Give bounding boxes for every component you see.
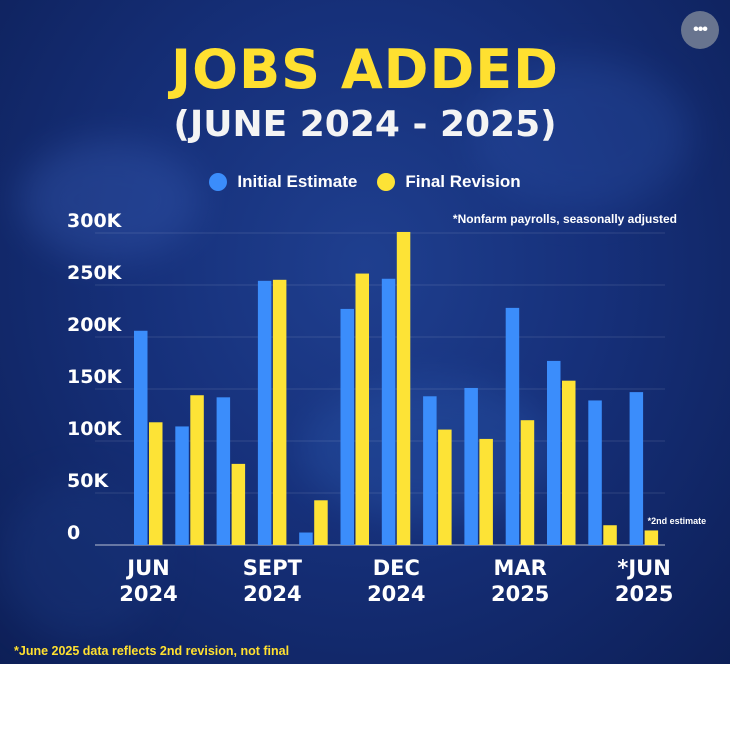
bar-initial-estimate bbox=[299, 532, 313, 545]
background-blur-shape bbox=[20, 140, 200, 260]
chart-legend: Initial Estimate Final Revision bbox=[0, 172, 730, 192]
x-tick-label: *JUN bbox=[617, 556, 670, 580]
footnote: *June 2025 data reflects 2nd revision, n… bbox=[14, 644, 290, 658]
bar-initial-estimate bbox=[629, 392, 644, 545]
bar-initial-estimate bbox=[216, 397, 231, 545]
y-tick-label: 150K bbox=[67, 366, 123, 388]
more-horizontal-icon: ••• bbox=[693, 21, 708, 38]
bar-final-revision bbox=[314, 500, 328, 545]
x-tick-label: 2025 bbox=[615, 582, 673, 606]
bar-final-revision bbox=[190, 395, 204, 545]
page-title: JOBS ADDED bbox=[171, 38, 559, 101]
bar-final-revision bbox=[272, 279, 287, 545]
x-tick-label: SEPT bbox=[243, 556, 303, 580]
page-subtitle: (JUNE 2024 - 2025) bbox=[173, 104, 557, 145]
background-blur-shape bbox=[470, 60, 690, 210]
bar-initial-estimate bbox=[175, 426, 189, 545]
bar-final-revision bbox=[438, 429, 452, 545]
data-note: *Nonfarm payrolls, seasonally adjusted bbox=[452, 212, 677, 226]
x-tick-label: MAR bbox=[494, 556, 547, 580]
legend-swatch-initial bbox=[209, 173, 228, 191]
x-tick-label: 2025 bbox=[491, 582, 549, 606]
bar-final-revision bbox=[231, 463, 246, 545]
legend-item-initial: Initial Estimate bbox=[209, 172, 357, 192]
bar-annotation: *2nd estimate bbox=[648, 516, 707, 526]
bar-initial-estimate bbox=[340, 308, 354, 545]
bar-initial-estimate bbox=[588, 400, 602, 545]
bar-final-revision bbox=[396, 231, 411, 545]
bar-chart: 050K100K150K200K250K300KJUN2024SEPT2024D… bbox=[67, 210, 707, 606]
y-tick-label: 200K bbox=[67, 314, 123, 336]
infographic-card: JOBS ADDED (JUNE 2024 - 2025) Initial Es… bbox=[0, 0, 730, 664]
bar-final-revision bbox=[479, 438, 493, 545]
bar-final-revision bbox=[562, 380, 576, 545]
more-options-button[interactable]: ••• bbox=[681, 11, 719, 49]
y-tick-label: 250K bbox=[67, 262, 123, 284]
bar-initial-estimate bbox=[464, 387, 478, 545]
y-tick-label: 300K bbox=[67, 210, 123, 232]
bar-final-revision bbox=[644, 530, 659, 545]
bar-initial-estimate bbox=[381, 278, 396, 545]
y-tick-label: 50K bbox=[67, 470, 109, 492]
y-tick-label: 100K bbox=[67, 418, 123, 440]
bar-final-revision bbox=[149, 422, 163, 545]
bar-initial-estimate bbox=[547, 360, 561, 545]
bar-final-revision bbox=[520, 420, 535, 545]
bar-initial-estimate bbox=[257, 280, 272, 545]
legend-label-final: Final Revision bbox=[405, 172, 521, 191]
y-tick-label: 0 bbox=[67, 522, 80, 544]
background-blur-shape bbox=[0, 480, 160, 640]
legend-swatch-final bbox=[377, 173, 396, 191]
bar-initial-estimate bbox=[423, 396, 437, 545]
x-tick-label: 2024 bbox=[243, 582, 301, 606]
bar-initial-estimate bbox=[505, 307, 520, 545]
bar-final-revision bbox=[355, 273, 369, 545]
legend-item-final: Final Revision bbox=[377, 172, 521, 192]
bar-initial-estimate bbox=[134, 330, 148, 545]
x-tick-label: 2024 bbox=[367, 582, 425, 606]
x-tick-label: DEC bbox=[373, 556, 420, 580]
bar-final-revision bbox=[603, 525, 617, 545]
x-tick-label: JUN bbox=[125, 556, 169, 580]
legend-label-initial: Initial Estimate bbox=[237, 172, 358, 191]
x-tick-label: 2024 bbox=[119, 582, 177, 606]
